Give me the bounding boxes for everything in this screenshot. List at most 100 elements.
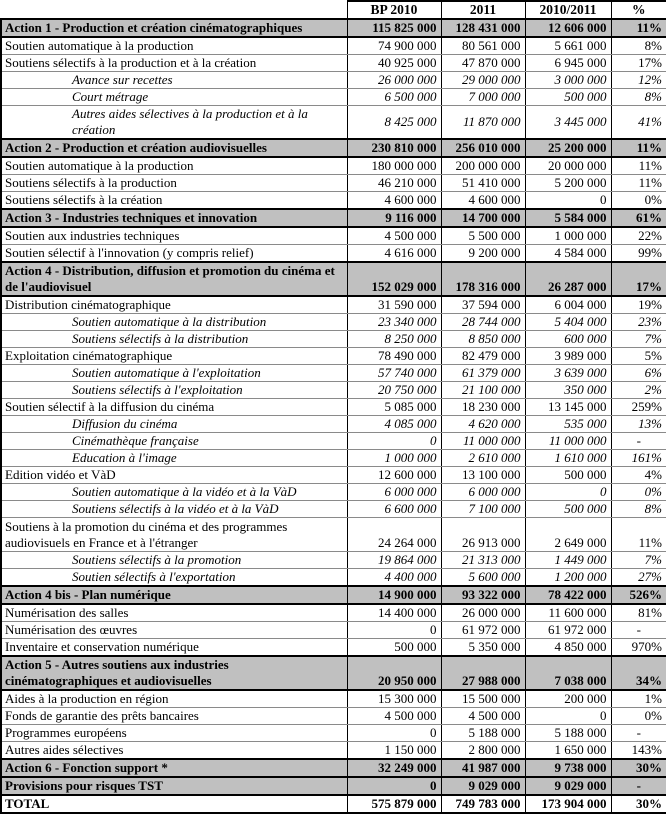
pct-cell: 23% [610, 313, 666, 331]
row-label: Provisions pour risques TST [0, 776, 347, 796]
pct-cell: 81% [610, 604, 666, 622]
pct-cell: 161% [610, 449, 666, 467]
diff-cell: 4 850 000 [524, 638, 611, 657]
bp2010-cell: 4 600 000 [346, 191, 441, 210]
bp2010-cell: 180 000 000 [346, 157, 441, 175]
row-label: Soutiens sélectifs à l'exploitation [0, 381, 347, 399]
row-label: Action 4 - Distribution, diffusion et pr… [0, 261, 347, 297]
bp2010-cell: 19 864 000 [346, 551, 441, 569]
bp2010-cell: 1 150 000 [346, 741, 441, 760]
bp2010-cell: 14 900 000 [346, 585, 441, 605]
row-label: Soutien sélectif à l'innovation (y compr… [0, 244, 347, 263]
y2011-cell: 11 870 000 [440, 105, 525, 140]
y2011-cell: 4 600 000 [440, 191, 525, 210]
bp2010-cell: 4 616 000 [346, 244, 441, 263]
y2011-cell: 9 200 000 [440, 244, 525, 263]
row-label: Cinémathèque française [0, 432, 347, 450]
pct-cell: 11% [610, 138, 666, 158]
row-label: Programmes européens [0, 724, 347, 742]
row-label: Soutien automatique à la vidéo et à la V… [0, 483, 347, 501]
pct-cell: 6% [610, 364, 666, 382]
pct-cell: 7% [610, 330, 666, 348]
bp2010-cell: 31 590 000 [346, 296, 441, 314]
header-2011: 2011 [440, 0, 526, 20]
table-row: Action 2 - Production et création audiov… [0, 138, 666, 158]
diff-cell: 3 989 000 [524, 347, 611, 365]
diff-cell: 25 200 000 [524, 138, 611, 158]
row-label: Numérisation des œuvres [0, 621, 347, 639]
bp2010-cell: 4 500 000 [346, 227, 441, 245]
table-row: Autres aides sélectives à la production … [0, 105, 666, 140]
row-label: Soutien automatique à l'exploitation [0, 364, 347, 382]
y2011-cell: 61 379 000 [440, 364, 525, 382]
bp2010-cell: 4 400 000 [346, 568, 441, 587]
row-label: Fonds de garantie des prêts bancaires [0, 707, 347, 725]
table-row: Education à l'image 1 000 000 2 610 000 1 6… [0, 449, 666, 467]
table-row: Cinémathèque française 0 11 000 000 11 000 … [0, 432, 666, 450]
pct-cell: 12% [610, 71, 666, 89]
table-row: Inventaire et conservation numérique 500 … [0, 638, 666, 657]
table-row: Fonds de garantie des prêts bancaires 4 5… [0, 707, 666, 725]
bp2010-cell: 9 116 000 [346, 208, 441, 228]
row-label: Aides à la production en région [0, 690, 347, 708]
table-row: Soutiens sélectifs à l'exploitation 20 75… [0, 381, 666, 399]
pct-cell: 11% [610, 18, 666, 38]
bp2010-cell: 15 300 000 [346, 690, 441, 708]
row-label: Soutiens à la promotion du cinéma et des… [0, 517, 347, 552]
diff-cell: 173 904 000 [524, 794, 611, 814]
row-label: Soutien sélectif à la diffusion du ciném… [0, 398, 347, 416]
bp2010-cell: 6 000 000 [346, 483, 441, 501]
pct-cell: 11% [610, 174, 666, 192]
table-row: Soutiens sélectifs à la distribution 8 25… [0, 330, 666, 348]
pct-cell: 11% [610, 157, 666, 175]
y2011-cell: 7 000 000 [440, 88, 525, 106]
pct-cell: 970% [610, 638, 666, 657]
table-row: Court métrage 6 500 000 7 000 000 500 000 8% [0, 88, 666, 106]
table-row: Action 1 - Production et création cinéma… [0, 18, 666, 38]
table-row: Soutien aux industries techniques 4 500 0… [0, 227, 666, 245]
diff-cell: 9 738 000 [524, 758, 611, 778]
diff-cell: 1 610 000 [524, 449, 611, 467]
diff-cell: 1 200 000 [524, 568, 611, 587]
pct-cell: 0% [610, 483, 666, 501]
y2011-cell: 27 988 000 [440, 655, 525, 691]
diff-cell: 13 145 000 [524, 398, 611, 416]
diff-cell: 5 584 000 [524, 208, 611, 228]
row-label: Soutien sélectifs à l'exportation [0, 568, 347, 587]
table-row: Soutiens sélectifs à la création 4 600 00… [0, 191, 666, 210]
pct-cell: 13% [610, 415, 666, 433]
diff-cell: 0 [524, 483, 611, 501]
table-row: Distribution cinématographique 31 590 000… [0, 296, 666, 314]
bp2010-cell: 78 490 000 [346, 347, 441, 365]
bp2010-cell: 500 000 [346, 638, 441, 657]
y2011-cell: 51 410 000 [440, 174, 525, 192]
row-label: Soutien automatique à la production [0, 37, 347, 55]
pct-cell: 0% [610, 707, 666, 725]
diff-cell: 5 188 000 [524, 724, 611, 742]
diff-cell: 0 [524, 707, 611, 725]
bp2010-cell: 20 750 000 [346, 381, 441, 399]
bp2010-cell: 115 825 000 [346, 18, 441, 38]
pct-cell: 1% [610, 690, 666, 708]
table-row: Soutiens sélectifs à la vidéo et à la Và… [0, 500, 666, 518]
y2011-cell: 28 744 000 [440, 313, 525, 331]
table-row: Provisions pour risques TST 0 9 029 000 9 0… [0, 776, 666, 796]
table-row: Aides à la production en région 15 300 00… [0, 690, 666, 708]
row-label: Avance sur recettes [0, 71, 347, 89]
y2011-cell: 82 479 000 [440, 347, 525, 365]
table-row: Action 3 - Industries techniques et inno… [0, 208, 666, 228]
bp2010-cell: 1 000 000 [346, 449, 441, 467]
row-label: Soutien automatique à la production [0, 157, 347, 175]
diff-cell: 6 004 000 [524, 296, 611, 314]
table-row: Autres aides sélectives 1 150 000 2 800 00… [0, 741, 666, 760]
pct-cell: 2% [610, 381, 666, 399]
table-row: Soutiens sélectifs à la promotion 19 864 … [0, 551, 666, 569]
row-label: Action 6 - Fonction support * [0, 758, 347, 778]
diff-cell: 1 000 000 [524, 227, 611, 245]
bp2010-cell: 152 029 000 [346, 261, 441, 297]
table-row: Soutien automatique à la vidéo et à la V… [0, 483, 666, 501]
header-row: BP 2010 2011 2010/2011 % [1, 0, 666, 20]
pct-cell: - [610, 776, 666, 796]
header-corner-cell [1, 1, 348, 20]
